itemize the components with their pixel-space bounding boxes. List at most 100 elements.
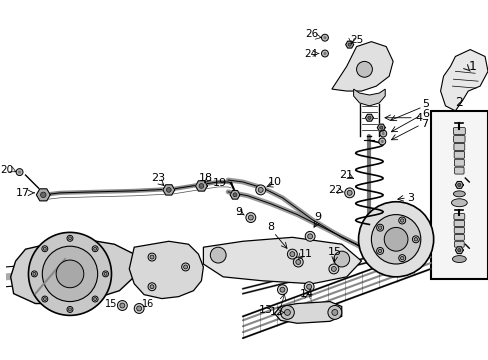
Circle shape xyxy=(306,284,311,289)
Text: 4: 4 xyxy=(414,113,422,123)
Text: 23: 23 xyxy=(151,173,164,183)
Circle shape xyxy=(150,255,154,259)
Circle shape xyxy=(181,263,189,271)
Circle shape xyxy=(367,116,370,119)
Circle shape xyxy=(347,43,350,46)
Circle shape xyxy=(379,130,386,137)
Circle shape xyxy=(42,296,48,302)
Text: 8: 8 xyxy=(266,222,274,233)
Text: 2: 2 xyxy=(454,96,462,109)
Circle shape xyxy=(413,238,417,241)
Circle shape xyxy=(304,282,313,292)
Circle shape xyxy=(287,249,297,259)
Circle shape xyxy=(379,126,382,129)
Text: 9: 9 xyxy=(235,207,242,217)
Ellipse shape xyxy=(451,256,466,262)
Polygon shape xyxy=(454,181,462,188)
Circle shape xyxy=(323,36,326,39)
FancyBboxPatch shape xyxy=(453,234,464,240)
Circle shape xyxy=(398,255,405,262)
Polygon shape xyxy=(36,189,50,201)
Circle shape xyxy=(381,132,384,135)
Circle shape xyxy=(457,249,460,252)
Circle shape xyxy=(199,184,203,188)
FancyBboxPatch shape xyxy=(452,128,464,135)
Circle shape xyxy=(321,50,328,57)
Circle shape xyxy=(94,298,97,301)
Circle shape xyxy=(120,303,124,308)
Circle shape xyxy=(56,260,83,288)
Polygon shape xyxy=(365,114,373,121)
Circle shape xyxy=(333,251,349,267)
Text: 24: 24 xyxy=(304,49,317,59)
Circle shape xyxy=(92,246,98,252)
Polygon shape xyxy=(163,185,174,195)
Text: 10: 10 xyxy=(267,177,281,187)
Text: 17: 17 xyxy=(16,188,30,198)
Circle shape xyxy=(356,62,372,77)
Polygon shape xyxy=(353,89,385,106)
Circle shape xyxy=(68,308,71,311)
Polygon shape xyxy=(195,181,207,191)
Circle shape xyxy=(255,185,265,195)
Circle shape xyxy=(18,171,21,174)
FancyBboxPatch shape xyxy=(453,159,463,166)
Text: 5: 5 xyxy=(422,99,428,109)
Circle shape xyxy=(41,192,46,198)
Circle shape xyxy=(327,306,341,319)
Ellipse shape xyxy=(450,199,467,207)
Circle shape xyxy=(94,247,97,250)
Circle shape xyxy=(277,285,287,294)
FancyBboxPatch shape xyxy=(453,228,464,233)
Circle shape xyxy=(323,52,326,55)
Circle shape xyxy=(371,215,420,264)
Circle shape xyxy=(284,310,290,315)
Circle shape xyxy=(328,264,338,274)
FancyBboxPatch shape xyxy=(453,241,463,247)
Polygon shape xyxy=(440,50,487,111)
FancyBboxPatch shape xyxy=(453,143,464,150)
Polygon shape xyxy=(331,42,392,91)
Circle shape xyxy=(16,168,23,176)
Circle shape xyxy=(42,246,48,252)
Circle shape xyxy=(280,306,294,319)
Circle shape xyxy=(378,138,385,145)
Text: 18: 18 xyxy=(199,173,213,183)
Circle shape xyxy=(117,301,127,310)
Circle shape xyxy=(376,247,383,255)
Circle shape xyxy=(166,188,171,192)
Circle shape xyxy=(31,271,37,277)
Text: 21: 21 xyxy=(338,170,352,180)
Circle shape xyxy=(331,266,336,271)
Text: 11: 11 xyxy=(299,249,313,259)
Text: 6: 6 xyxy=(422,109,428,119)
Text: 16: 16 xyxy=(142,298,154,309)
Text: 9: 9 xyxy=(314,212,321,221)
Circle shape xyxy=(210,247,225,263)
Circle shape xyxy=(68,237,71,240)
FancyBboxPatch shape xyxy=(453,151,464,158)
Circle shape xyxy=(137,306,142,311)
Polygon shape xyxy=(230,190,240,199)
Circle shape xyxy=(43,247,46,250)
Text: 13: 13 xyxy=(258,305,272,315)
FancyBboxPatch shape xyxy=(453,213,464,220)
Circle shape xyxy=(307,234,312,239)
Circle shape xyxy=(280,287,285,292)
Circle shape xyxy=(384,228,407,251)
Circle shape xyxy=(245,213,255,222)
Polygon shape xyxy=(345,41,353,48)
Polygon shape xyxy=(377,124,385,131)
Circle shape xyxy=(376,224,383,231)
Text: 15: 15 xyxy=(327,247,341,257)
Text: 15: 15 xyxy=(105,298,117,309)
Text: 1: 1 xyxy=(468,60,475,73)
Circle shape xyxy=(67,235,73,241)
FancyBboxPatch shape xyxy=(453,221,464,226)
Circle shape xyxy=(295,260,300,265)
Circle shape xyxy=(134,303,144,314)
Text: 25: 25 xyxy=(349,35,363,45)
Circle shape xyxy=(258,188,263,192)
Circle shape xyxy=(400,256,403,260)
Circle shape xyxy=(293,257,303,267)
